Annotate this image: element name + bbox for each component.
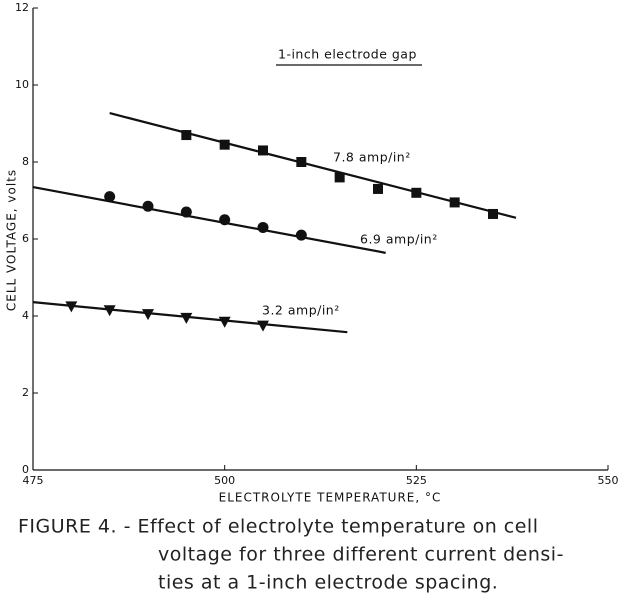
data-point (142, 200, 154, 212)
data-point (103, 305, 116, 317)
data-point (181, 130, 192, 141)
x-tick-label: 475 (23, 474, 44, 487)
data-point (104, 191, 116, 203)
data-point (142, 309, 154, 321)
annotation: 1-inch electrode gap (278, 47, 417, 62)
fit-line (109, 112, 517, 219)
y-tick-label: 2 (22, 386, 29, 399)
data-point (257, 320, 269, 332)
data-point (488, 208, 498, 219)
x-tick-label: 525 (406, 474, 427, 487)
y-tick-label: 0 (22, 463, 29, 476)
data-point (180, 312, 193, 324)
data-point (258, 145, 268, 156)
y-tick-label: 12 (15, 1, 29, 14)
x-tick-label: 550 (598, 474, 619, 487)
caption-line: voltage for three different current dens… (158, 544, 564, 566)
data-point (65, 301, 78, 313)
fit-line (32, 185, 386, 254)
data-point (219, 139, 230, 150)
caption-line: ties at a 1-inch electrode spacing. (158, 572, 498, 594)
fit-line (32, 301, 348, 334)
y-tick-label: 8 (22, 155, 29, 168)
series-label: 7.8 amp/in² (333, 150, 411, 165)
data-point (373, 183, 383, 194)
data-point (334, 172, 345, 183)
y-tick-label: 10 (15, 78, 29, 91)
data-point (411, 187, 422, 198)
data-point (449, 197, 460, 208)
x-tick-label: 500 (214, 474, 235, 487)
y-tick-label: 6 (22, 232, 29, 245)
x-axis-label: ELECTROLYTE TEMPERATURE, °C (219, 491, 442, 505)
series-label: 6.9 amp/in² (360, 232, 438, 247)
data-point (295, 229, 307, 241)
data-point (219, 214, 231, 226)
data-point (180, 206, 192, 218)
caption-line: FIGURE 4. - Effect of electrolyte temper… (18, 516, 538, 538)
y-axis-label: CELL VOLTAGE, volts (5, 169, 19, 311)
data-point (296, 157, 307, 167)
series-label: 3.2 amp/in² (262, 303, 340, 318)
y-tick-label: 4 (22, 309, 29, 322)
data-point (218, 316, 231, 328)
data-point (257, 221, 269, 233)
